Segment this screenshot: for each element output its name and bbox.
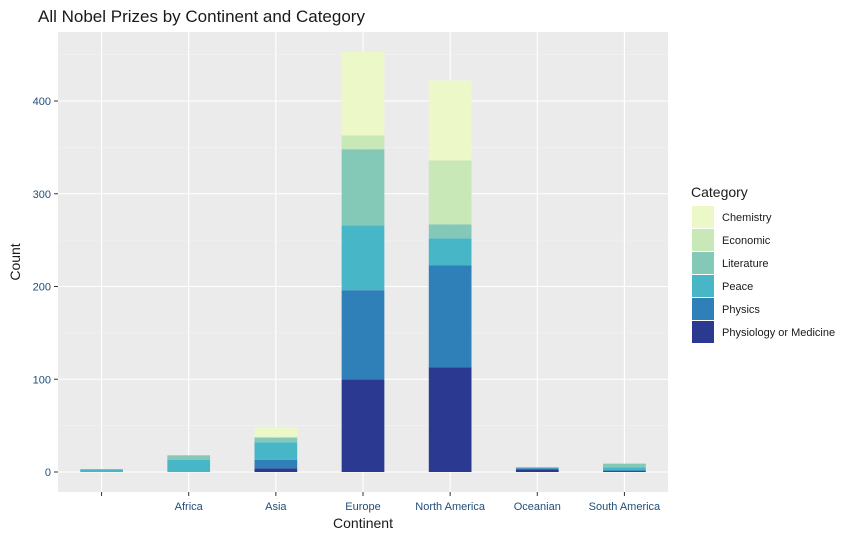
bar-segment (167, 459, 211, 472)
bar-segment (341, 149, 385, 226)
bar-segment (254, 427, 298, 437)
legend-swatch (692, 252, 714, 274)
y-axis-title: Count (7, 243, 23, 280)
bar-segment (603, 470, 646, 472)
x-tick-label: Oceanian (514, 501, 561, 513)
bar-segment (80, 469, 123, 472)
y-tick-label: 300 (33, 189, 51, 201)
bar-segment (341, 379, 385, 472)
bar-segment (167, 455, 211, 460)
legend-swatch (692, 321, 714, 343)
x-axis-title: Continent (333, 515, 393, 531)
bar-segment (428, 224, 472, 239)
legend-label: Peace (722, 281, 753, 293)
x-tick-label: South America (589, 501, 661, 513)
bar-segment (254, 436, 298, 438)
bar-segment (603, 463, 646, 468)
bar-segment (428, 238, 472, 266)
x-tick-label: North America (415, 501, 486, 513)
bar-segment (515, 468, 559, 470)
bar-segment (428, 80, 472, 161)
y-tick-label: 200 (33, 282, 51, 294)
x-tick-label: Europe (345, 501, 380, 513)
legend-swatch (692, 298, 714, 320)
bar-segment (341, 225, 385, 291)
legend-swatch (692, 206, 714, 228)
bar-segment (603, 471, 646, 472)
y-axis: 0 100 200 300 400 (33, 96, 58, 479)
bar-segment (341, 51, 385, 136)
legend-label: Physics (722, 304, 760, 316)
bars (80, 51, 646, 472)
bar-segment (254, 437, 298, 443)
bar-segment (603, 467, 646, 471)
legend-swatch (692, 229, 714, 251)
x-tick-label: Africa (175, 501, 204, 513)
legend-swatch (692, 275, 714, 297)
x-tick-label: Asia (265, 501, 287, 513)
y-tick-label: 400 (33, 96, 51, 108)
bar-segment (254, 442, 298, 460)
y-tick-label: 100 (33, 374, 51, 386)
bar-segment (341, 290, 385, 380)
bar-segment (428, 265, 472, 368)
legend-label: Physiology or Medicine (722, 327, 835, 339)
legend: Category Chemistry Economic Literature Peac… (691, 184, 835, 343)
bar-segment (341, 135, 385, 150)
chart-title: All Nobel Prizes by Continent and Catego… (38, 7, 365, 26)
bar-segment (254, 459, 298, 469)
legend-label: Chemistry (722, 212, 772, 224)
bar-segment (515, 467, 559, 469)
bar-segment (254, 468, 298, 472)
bar-segment (428, 160, 472, 225)
bar-segment (515, 469, 559, 472)
y-tick-label: 0 (45, 467, 51, 479)
legend-label: Literature (722, 258, 768, 270)
legend-label: Economic (722, 235, 771, 247)
bar-segment (428, 367, 472, 472)
legend-title: Category (691, 184, 748, 200)
x-axis: Africa Asia Europe North America Oceanian Sou… (101, 492, 661, 513)
